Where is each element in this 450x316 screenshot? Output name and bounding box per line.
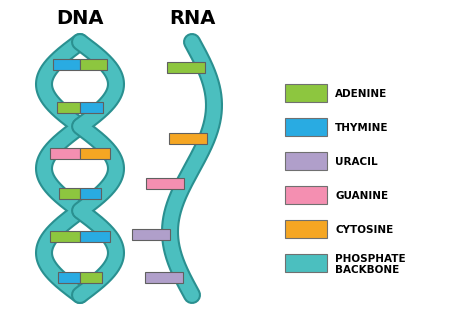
Bar (285, 220, 327, 238)
Bar (285, 186, 327, 204)
Text: RNA: RNA (169, 9, 215, 27)
Bar (285, 118, 327, 136)
Bar (169, 133, 207, 144)
Bar (285, 254, 327, 272)
Bar (144, 272, 183, 283)
Bar (80, 231, 110, 242)
Bar (285, 152, 327, 170)
Text: CYTOSINE: CYTOSINE (335, 225, 393, 235)
Text: PHOSPHATE: PHOSPHATE (335, 254, 405, 264)
Text: URACIL: URACIL (335, 157, 378, 167)
Bar (53, 59, 80, 70)
Bar (80, 272, 102, 283)
Bar (50, 148, 80, 159)
Bar (132, 229, 170, 240)
Text: GUANINE: GUANINE (335, 191, 388, 201)
Text: BACKBONE: BACKBONE (335, 265, 399, 275)
Bar (167, 62, 205, 73)
Bar (58, 272, 80, 283)
Text: THYMINE: THYMINE (335, 123, 388, 133)
Bar (80, 102, 103, 113)
Bar (59, 188, 80, 199)
Bar (146, 178, 184, 189)
Bar (80, 188, 101, 199)
Text: DNA: DNA (56, 9, 104, 27)
Bar (285, 84, 327, 102)
Bar (50, 231, 80, 242)
Bar (80, 59, 107, 70)
Bar (80, 148, 110, 159)
Text: ADENINE: ADENINE (335, 89, 387, 99)
Bar (57, 102, 80, 113)
